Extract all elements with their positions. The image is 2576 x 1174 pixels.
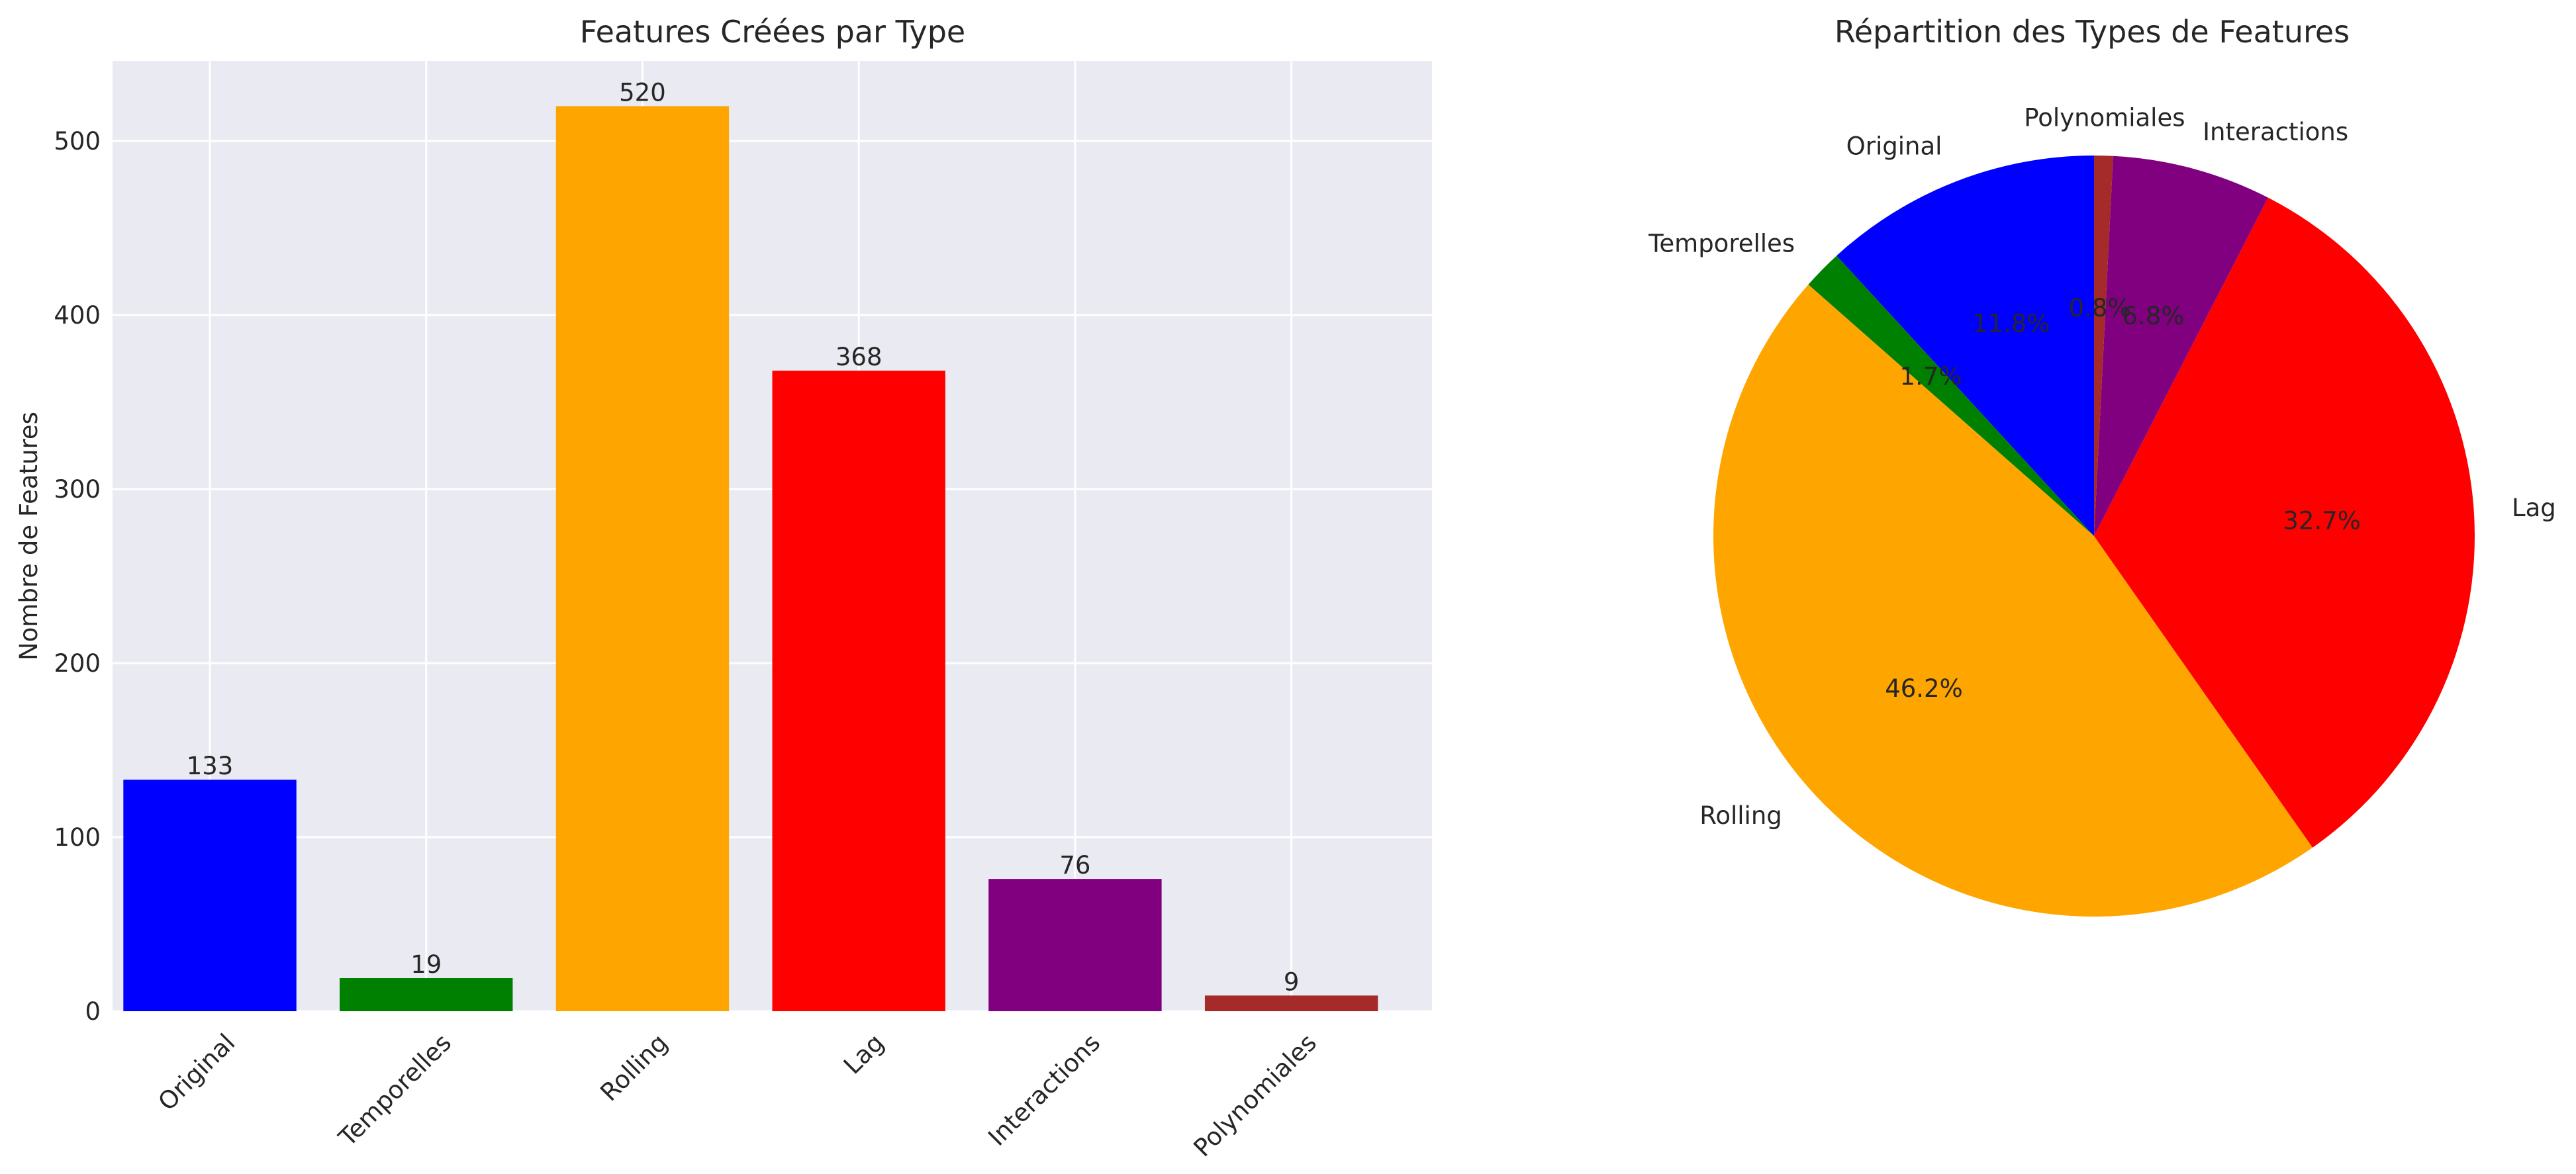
pie-slice: [1808, 255, 2094, 536]
bar-value-labels: 133 19 520 368 76 9: [187, 78, 1300, 996]
bar: [1204, 995, 1378, 1011]
x-tick-label: Interactions: [982, 1028, 1106, 1151]
bar-value-label: 76: [1059, 851, 1090, 880]
x-tick-labels: Original Temporelles Rolling Lag Interaction…: [153, 1028, 1322, 1162]
pie-percent-label: 32.7%: [2283, 506, 2361, 535]
x-tick-label: Temporelles: [333, 1028, 457, 1152]
y-tick-label: 500: [54, 127, 101, 156]
pie-percent-label: 1.7%: [1900, 363, 1962, 391]
y-axis-label: Nombre de Features: [15, 412, 43, 660]
pie-slice: [1713, 285, 2313, 917]
bars: [123, 106, 1378, 1011]
pie-slice-label: Lag: [2512, 494, 2556, 522]
x-tick-label: Lag: [838, 1028, 890, 1080]
bar-chart: 133 19 520 368 76 9 0 100 200 300 400 500 Original…: [15, 14, 1432, 1162]
bar-chart-title: Features Créées par Type: [580, 14, 966, 50]
bar: [772, 371, 945, 1011]
pie-slice-label: Temporelles: [1648, 229, 1795, 257]
pie-slice: [1837, 156, 2094, 536]
x-tick-label: Rolling: [595, 1028, 673, 1106]
bar: [555, 106, 730, 1011]
x-tick-label: Original: [153, 1028, 241, 1116]
y-tick-label: 0: [85, 997, 101, 1026]
pie-percent-label: 6.8%: [2123, 302, 2185, 330]
x-tick-label: Polynomiales: [1188, 1028, 1322, 1162]
pie-percent-label: 46.2%: [1885, 674, 1963, 703]
bar-value-label: 9: [1284, 968, 1300, 996]
pie-slice-label: Interactions: [2203, 118, 2348, 146]
pie-slice-label: Polynomiales: [2024, 104, 2185, 132]
y-tick-label: 300: [54, 475, 101, 504]
bar: [123, 780, 297, 1011]
y-tick-label: 200: [54, 649, 101, 678]
pie-percent-label: 11.8%: [1972, 310, 2050, 338]
bar-value-label: 19: [410, 950, 442, 979]
pie-slice: [2094, 197, 2475, 848]
pie-slice-labels: Original Temporelles Rolling Lag Interaction…: [1648, 104, 2556, 830]
pie-chart: Répartition des Types de Features Origin…: [1648, 14, 2556, 917]
bar-value-label: 520: [619, 78, 666, 107]
pie-slice: [2094, 156, 2268, 536]
pie-slices: [1713, 156, 2475, 917]
y-tick-labels: 0 100 200 300 400 500: [54, 127, 101, 1026]
pie-percent-label: 0.8%: [2069, 294, 2131, 322]
bar-value-label: 133: [187, 752, 234, 780]
pie-slice: [2094, 156, 2113, 536]
bar-value-label: 368: [835, 343, 883, 371]
pie-chart-title: Répartition des Types de Features: [1835, 14, 2350, 50]
y-tick-label: 100: [54, 823, 101, 852]
bar: [340, 978, 513, 1011]
pie-slice-label: Original: [1846, 132, 1942, 161]
pie-slice-label: Rolling: [1699, 801, 1782, 830]
y-tick-label: 400: [54, 301, 101, 330]
pie-percent-labels: 11.8% 1.7% 46.2% 32.7% 6.8%0.8%: [1885, 294, 2361, 703]
bar: [988, 879, 1162, 1011]
